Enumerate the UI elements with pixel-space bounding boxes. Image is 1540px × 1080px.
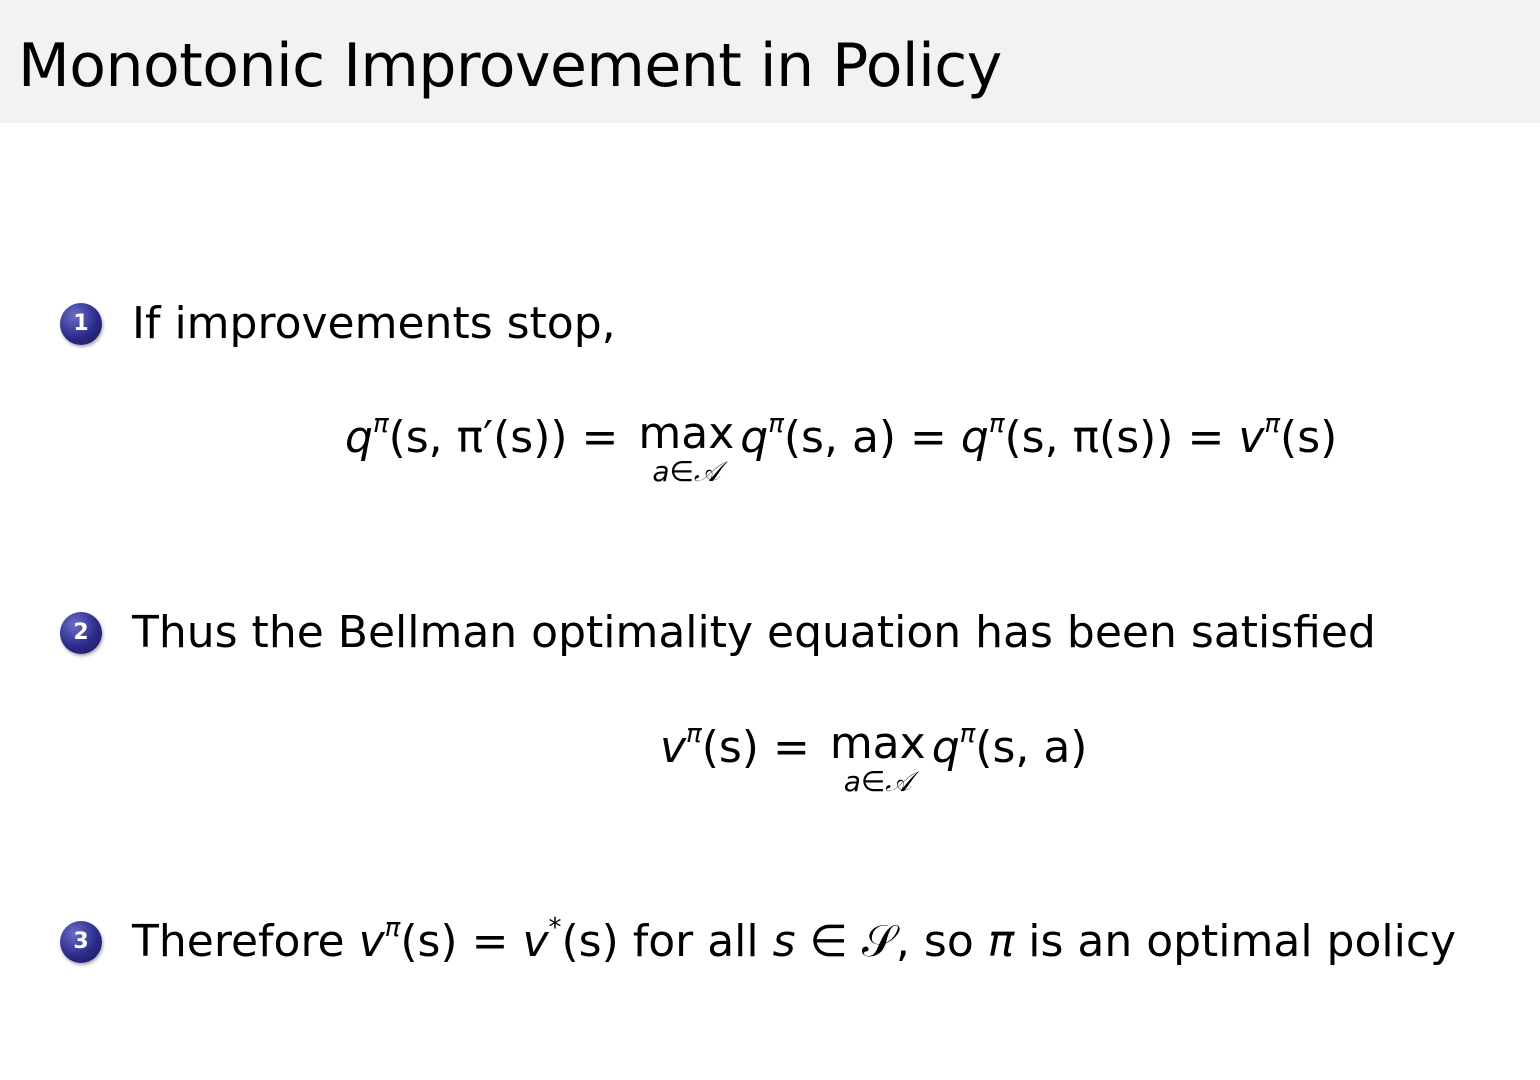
max-operator: max [638,408,735,459]
math-text: Therefore [132,916,359,967]
math-text: (s) = [400,916,523,967]
math-text: v [1238,412,1265,463]
math-text: (s) for all [561,916,773,967]
math-text: (s, π′(s)) = [388,412,633,463]
math-text: (s) = [701,722,824,773]
math-text: (s) [1280,412,1338,463]
bullet-number-2: 2 [60,611,102,654]
superscript: π [988,409,1005,439]
superscript: π [768,409,784,439]
max-operator: max [829,718,926,769]
math-text: q [960,412,989,463]
title-bar: Monotonic Improvement in Policy [0,0,1540,123]
math-text: ∈ 𝒮, so [795,916,988,967]
item-text: Thus the Bellman optimality equation has… [132,607,1376,658]
math-text: (s, π(s)) = [1004,412,1239,463]
superscript: * [548,913,562,943]
superscript: π [1264,409,1281,439]
superscript: π [384,913,401,943]
superscript: π [372,409,389,439]
math-text: (s, a) = [783,412,961,463]
math-text: q [740,412,769,463]
math-text: q [931,722,960,773]
item-text: If improvements stop, [132,298,616,349]
equation-bellman-optimality: vπ(s) = max a∈𝒜 qπ(s, a) [660,719,1088,796]
math-text: q [345,412,373,463]
math-text: (s, a) [975,722,1088,773]
math-text: s [772,916,796,967]
max-block: max a∈𝒜 [830,722,926,796]
math-text: v [660,722,687,773]
list-item-2: 2 Thus the Bellman optimality equation h… [60,607,1376,658]
max-subscript: a∈𝒜 [843,765,912,798]
list-item-3: 3 Therefore vπ(s) = v*(s) for all s ∈ 𝒮,… [60,913,1457,967]
superscript: π [959,719,976,749]
math-text: v [358,916,385,967]
max-block: max a∈𝒜 [638,412,734,486]
math-text: π [987,916,1015,967]
math-text: v [522,916,549,967]
equation-policy-improvement: qπ(s, π′(s)) = max a∈𝒜 qπ(s, a) = qπ(s, π(… [345,409,1338,486]
list-item-1: 1 If improvements stop, [60,298,616,349]
math-text: is an optimal policy [1014,916,1457,967]
bullet-number-1: 1 [60,302,102,345]
superscript: π [686,719,702,749]
item-text: Therefore vπ(s) = v*(s) for all s ∈ 𝒮, s… [132,913,1457,967]
slide-title: Monotonic Improvement in Policy [18,31,1002,101]
bullet-number-3: 3 [60,920,102,963]
max-subscript: a∈𝒜 [652,455,721,488]
